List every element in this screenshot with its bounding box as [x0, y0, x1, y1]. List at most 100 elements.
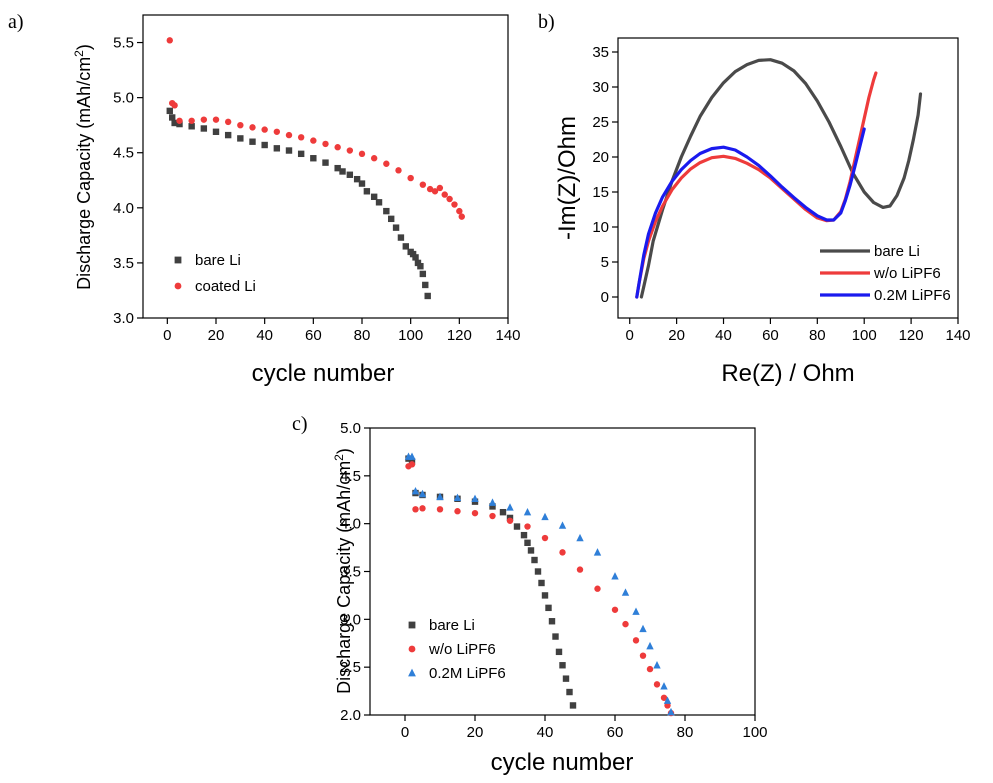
data-point: [169, 114, 176, 121]
y-tick-label: 2.0: [340, 707, 361, 724]
data-point: [322, 159, 329, 166]
data-point: [489, 512, 496, 520]
y-tick-label: 5.0: [113, 90, 134, 107]
data-point: [212, 116, 220, 123]
legend-marker: [408, 645, 416, 653]
y-tick-label: 3.0: [113, 310, 134, 327]
x-tick-label: 100: [742, 724, 767, 741]
y-tick-label: 5: [601, 254, 609, 271]
x-tick-label: 60: [305, 327, 322, 344]
data-point: [471, 494, 479, 502]
data-point: [576, 533, 584, 542]
data-point: [538, 579, 545, 587]
data-point: [249, 138, 256, 145]
data-point: [418, 489, 427, 498]
chart-panel-2: b) 0 20 40 60 80 100 120 140 0 5 10 15 20 25 30 35 Re(Z) …: [538, 11, 971, 387]
y-tick-label: 4.5: [340, 468, 361, 485]
data-point: [224, 131, 232, 139]
y-axis-title-sup: 2: [332, 454, 346, 461]
data-point: [358, 150, 366, 158]
data-point: [611, 572, 619, 580]
series-w-o-lipf6: [635, 71, 878, 299]
x-tick-label: 100: [852, 327, 877, 344]
data-point: [555, 648, 563, 656]
data-point: [424, 292, 431, 300]
data-point: [419, 181, 427, 188]
data-point: [285, 131, 293, 139]
data-point: [358, 180, 366, 187]
y-tick-label: 4.0: [340, 516, 361, 533]
data-point: [594, 585, 601, 592]
data-point: [237, 121, 244, 129]
data-point: [339, 168, 346, 175]
data-point: [188, 123, 195, 130]
data-point: [632, 637, 640, 644]
panel-label: b): [538, 11, 555, 33]
y-axis-title-main: Discharge Capacity (mAh/cm: [334, 461, 354, 694]
x-tick-label: 0: [401, 724, 409, 741]
data-point: [353, 175, 361, 183]
data-point: [383, 160, 390, 167]
series-coated-li: [166, 37, 465, 220]
data-point: [527, 547, 535, 554]
data-point: [237, 135, 244, 142]
legend-marker: [408, 668, 416, 677]
data-point: [520, 531, 528, 539]
x-tick-label: 140: [495, 327, 520, 344]
x-tick-label: 0: [163, 327, 171, 344]
data-point: [576, 566, 584, 573]
data-point: [559, 549, 566, 556]
data-point: [363, 188, 371, 195]
data-point: [552, 633, 559, 640]
legend-label: w/o LiPF6: [428, 641, 496, 658]
data-point: [334, 164, 341, 172]
series-line: [639, 58, 923, 299]
data-point: [412, 506, 419, 513]
data-point: [653, 661, 661, 669]
data-point: [171, 119, 178, 127]
y-tick-label: 3.5: [113, 255, 134, 272]
x-tick-label: 100: [398, 327, 423, 344]
legend-label: 0.2M LiPF6: [874, 287, 951, 304]
data-point: [224, 118, 232, 126]
data-point: [297, 150, 305, 158]
legend-label: bare Li: [429, 617, 475, 634]
data-point: [188, 117, 195, 124]
y-tick-label: 3.5: [340, 564, 361, 581]
legend-label: w/o LiPF6: [873, 265, 941, 282]
data-point: [453, 493, 462, 502]
data-point: [402, 243, 409, 250]
data-point: [249, 124, 256, 131]
data-point: [611, 606, 619, 613]
data-point: [375, 199, 383, 206]
data-point: [646, 665, 654, 673]
y-tick-label: 25: [592, 114, 609, 131]
x-tick-label: 120: [447, 327, 472, 344]
data-point: [524, 539, 531, 546]
y-tick-label: 0: [601, 289, 609, 306]
data-point: [545, 604, 552, 612]
data-point: [419, 505, 426, 512]
data-point: [446, 195, 453, 203]
series-0-2m-lipf6: [635, 127, 866, 299]
data-point: [451, 201, 458, 208]
data-point: [431, 188, 439, 195]
legend-marker: [174, 282, 182, 290]
data-point: [632, 607, 640, 615]
y-tick-label: 5.5: [113, 35, 134, 52]
data-point: [261, 126, 268, 133]
data-point: [441, 191, 448, 198]
data-point: [297, 134, 305, 141]
data-point: [639, 624, 647, 633]
data-point: [436, 184, 444, 192]
y-tick-label: 15: [592, 184, 609, 201]
x-tick-label: 80: [354, 327, 371, 344]
x-tick-label: 20: [467, 724, 484, 741]
data-point: [646, 641, 654, 650]
data-point: [471, 509, 479, 517]
x-axis-title: Re(Z) / Ohm: [721, 360, 854, 387]
panel-label: a): [8, 11, 24, 33]
y-axis-title: Discharge Capacity (mAh/cm2): [72, 44, 94, 290]
data-point: [346, 171, 354, 178]
